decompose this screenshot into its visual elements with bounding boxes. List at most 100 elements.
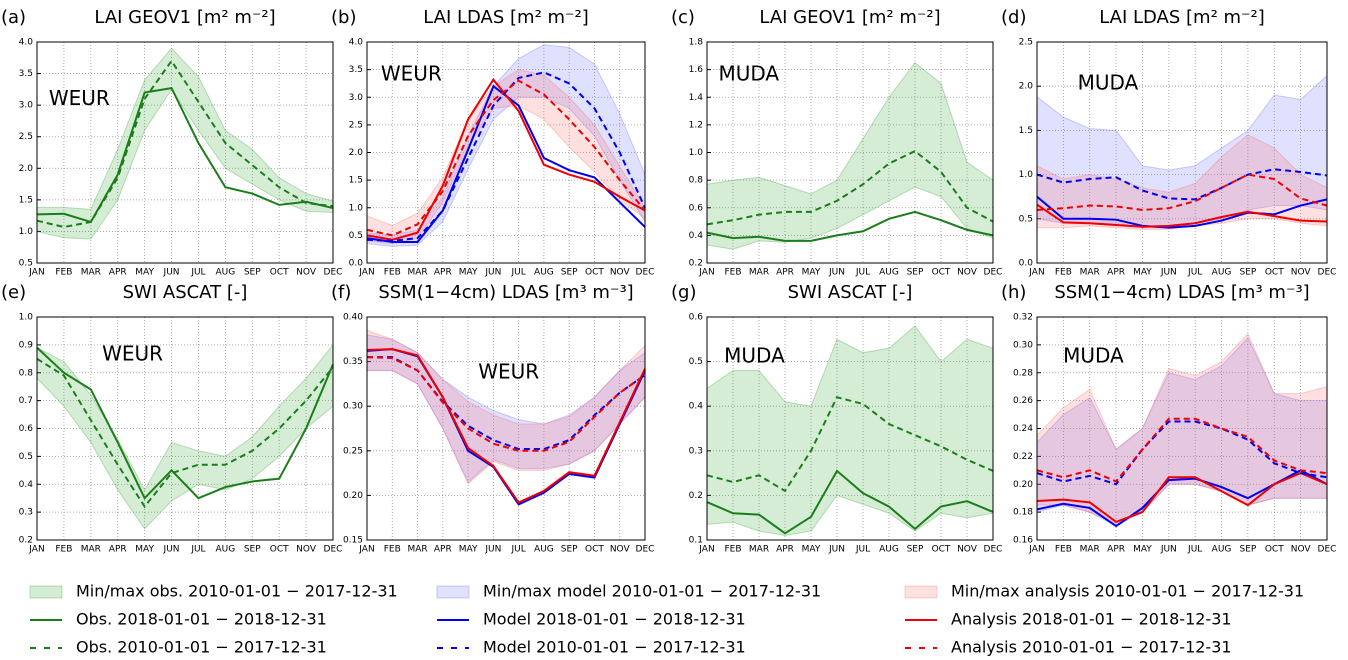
x-tick-label: NOV xyxy=(1291,545,1312,555)
y-tick-label: 0.0 xyxy=(349,259,364,269)
x-tick-label: SEP xyxy=(561,268,578,278)
line xyxy=(706,469,994,535)
y-tick-label: 0.3 xyxy=(689,446,703,456)
x-tick-label: JAN xyxy=(28,268,44,278)
y-tick-label: 0.15 xyxy=(343,536,363,546)
x-tick-label: FEB xyxy=(384,268,401,278)
y-tick-label: 3.5 xyxy=(19,69,33,79)
x-tick-label: MAR xyxy=(407,268,427,278)
panel: (e) SWI ASCAT [-] 0.2 0.3 0.4 0.5 0.6 0.7 0.8 0.9… xyxy=(1,282,342,555)
y-tick-label: 0.5 xyxy=(1019,214,1033,224)
x-tick-label: APR xyxy=(109,268,127,278)
x-tick-label: OCT xyxy=(585,545,604,555)
y-tick-label: 0.8 xyxy=(689,176,704,186)
line xyxy=(36,346,334,500)
x-tick-label: JUL xyxy=(511,268,526,278)
x-tick-label: MAY xyxy=(802,545,821,555)
x-tick-label: OCT xyxy=(1265,545,1284,555)
line xyxy=(1036,472,1328,524)
y-tick-label: 0.16 xyxy=(1013,536,1033,546)
y-tick-label: 0.5 xyxy=(349,231,363,241)
x-tick-label: JUL xyxy=(190,268,205,278)
line xyxy=(36,357,334,509)
y-tick-label: 1.0 xyxy=(19,313,34,323)
panel-label: (c) xyxy=(671,7,695,28)
y-tick-label: 0.7 xyxy=(19,396,33,406)
min-max-band xyxy=(36,47,334,240)
line xyxy=(36,59,334,229)
x-tick-label: JUN xyxy=(484,545,501,555)
x-tick-label: APR xyxy=(434,268,452,278)
panel-label: (f) xyxy=(331,282,351,303)
x-tick-label: JUL xyxy=(190,545,205,555)
y-tick-label: 0.2 xyxy=(19,536,33,546)
y-tick-label: 1.0 xyxy=(1019,170,1034,180)
x-tick-label: MAR xyxy=(81,268,101,278)
y-tick-label: 0.26 xyxy=(1013,396,1033,406)
panel-title: LAI LDAS [m² m⁻²] xyxy=(423,7,589,28)
x-tick-label: SEP xyxy=(907,268,924,278)
legend-label: Obs. 2018-01-01 − 2018-12-31 xyxy=(76,610,327,629)
plot-frame xyxy=(706,41,994,264)
y-tick-label: 0.22 xyxy=(1013,452,1033,462)
panel-title: SSM(1−4cm) LDAS [m³ m⁻³] xyxy=(1054,282,1309,303)
panel-title: SWI ASCAT [-] xyxy=(788,282,913,303)
x-tick-label: MAR xyxy=(1080,268,1100,278)
y-tick-label: 2.5 xyxy=(1019,38,1033,48)
plot-frame xyxy=(36,41,334,264)
x-tick-label: JAN xyxy=(358,268,374,278)
y-tick-label: 0.6 xyxy=(19,424,34,434)
legend-label: Model 2018-01-01 − 2018-12-31 xyxy=(483,610,746,629)
panel-label: (a) xyxy=(1,7,26,28)
x-tick-label: JUN xyxy=(1160,268,1177,278)
y-tick-label: 0.8 xyxy=(19,368,34,378)
legend-label: Min/max obs. 2010-01-01 − 2017-12-31 xyxy=(76,582,398,601)
x-tick-label: JAN xyxy=(698,545,714,555)
line xyxy=(1036,173,1328,211)
x-tick-label: APR xyxy=(776,268,794,278)
x-tick-label: OCT xyxy=(585,268,604,278)
line xyxy=(706,210,994,242)
line xyxy=(366,79,646,237)
y-tick-label: 0.40 xyxy=(343,313,363,323)
x-tick-label: JUN xyxy=(163,545,180,555)
plot-frame xyxy=(706,316,994,541)
panel-label: (e) xyxy=(1,282,26,303)
panel-title: LAI LDAS [m² m⁻²] xyxy=(1099,7,1265,28)
x-tick-label: DEC xyxy=(636,268,655,278)
line xyxy=(366,356,646,452)
region-label: WEUR xyxy=(381,62,442,86)
x-tick-label: AUG xyxy=(879,545,899,555)
x-tick-label: MAR xyxy=(407,545,427,555)
x-tick-label: FEB xyxy=(55,545,72,555)
y-tick-label: 3.0 xyxy=(19,101,34,111)
x-tick-label: AUG xyxy=(216,545,236,555)
y-tick-label: 0.6 xyxy=(689,313,704,323)
x-tick-label: DEC xyxy=(984,545,1003,555)
legend-swatch xyxy=(904,585,938,599)
panel-label: (h) xyxy=(1001,282,1026,303)
x-tick-label: NOV xyxy=(296,268,317,278)
y-tick-label: 2.5 xyxy=(19,132,33,142)
x-tick-label: FEB xyxy=(1055,545,1072,555)
x-tick-label: DEC xyxy=(1318,545,1337,555)
x-tick-label: MAR xyxy=(749,545,769,555)
x-tick-label: DEC xyxy=(984,268,1003,278)
legend-label: Min/max model 2010-01-01 − 2017-12-31 xyxy=(483,582,821,601)
panel: (f) SSM(1−4cm) LDAS [m³ m⁻³] 0.15 0.20 0.25 0… xyxy=(331,282,654,555)
panel: (c) LAI GEOV1 [m² m⁻²] 0.2 0.4 0.6 0.8 1.0 1.2 1… xyxy=(671,7,1002,278)
panel-title: SSM(1−4cm) LDAS [m³ m⁻³] xyxy=(378,282,633,303)
panel: (b) LAI LDAS [m² m⁻²] 0.0 0.5 1.0 1.5 2.0 2.5 3.… xyxy=(331,7,654,278)
y-tick-label: 0.4 xyxy=(689,231,704,241)
x-tick-label: AUG xyxy=(1212,545,1232,555)
x-tick-label: FEB xyxy=(1055,268,1072,278)
y-tick-label: 2.0 xyxy=(1019,82,1034,92)
y-tick-label: 1.5 xyxy=(349,176,363,186)
y-tick-label: 0.35 xyxy=(343,357,363,367)
line xyxy=(1036,168,1328,201)
legend-swatch xyxy=(29,585,63,599)
x-tick-label: NOV xyxy=(296,545,317,555)
y-tick-label: 1.5 xyxy=(19,195,33,205)
x-tick-label: MAR xyxy=(1080,545,1100,555)
